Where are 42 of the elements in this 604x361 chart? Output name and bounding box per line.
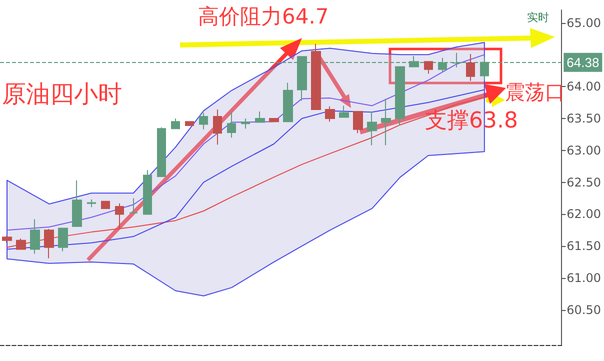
y-tick-label: 62.50 xyxy=(566,175,602,190)
candlestick xyxy=(311,43,321,110)
candlestick xyxy=(199,112,208,130)
annotation: 高价阻力64.7 xyxy=(198,4,329,28)
candlestick xyxy=(353,110,363,134)
y-tick-label: 65.00 xyxy=(566,16,602,30)
candlestick xyxy=(213,109,222,146)
candlestick xyxy=(87,199,96,208)
candlestick xyxy=(44,228,54,259)
candlestick xyxy=(227,110,236,138)
candlestick xyxy=(395,66,405,126)
candlestick xyxy=(269,118,279,122)
candlestick xyxy=(129,198,138,214)
candlestick xyxy=(171,118,180,130)
candlestick xyxy=(115,202,124,229)
ref-line-label: 64.38 xyxy=(566,54,600,70)
candlestick xyxy=(157,126,166,178)
y-tick-label: 64.00 xyxy=(566,80,602,94)
candlestick xyxy=(143,170,152,215)
y-tick-label: 62.00 xyxy=(566,207,602,222)
candlestick xyxy=(101,200,110,209)
candlestick xyxy=(30,218,40,254)
candlestick xyxy=(185,121,194,126)
annotation: 原油四小时 xyxy=(2,80,122,108)
candlestick xyxy=(466,54,475,82)
y-tick-label: 61.00 xyxy=(566,271,602,285)
candlestick xyxy=(283,82,293,122)
candlestick xyxy=(16,238,26,250)
candlestick xyxy=(367,110,377,146)
candlestick xyxy=(381,98,391,146)
y-tick-label: 63.00 xyxy=(566,143,602,158)
candlestick xyxy=(325,106,335,122)
candlestick xyxy=(2,235,12,244)
y-tick-label: 63.50 xyxy=(566,111,602,126)
y-tick-label: 60.50 xyxy=(566,302,602,317)
text: 实时 xyxy=(527,11,549,24)
candlestick xyxy=(72,180,82,227)
candlestick xyxy=(58,228,68,252)
candlestick xyxy=(424,61,433,74)
candlestick xyxy=(241,118,250,130)
candlestick xyxy=(255,110,265,123)
y-tick-label: 61.50 xyxy=(566,239,602,254)
